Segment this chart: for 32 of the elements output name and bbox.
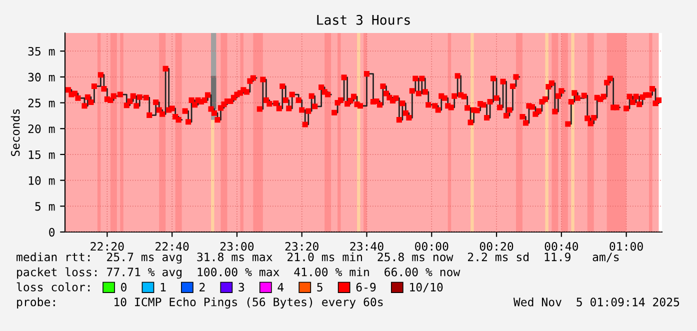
x-tick-label: 00:40 [544, 242, 578, 251]
x-tick-label: 23:00 [220, 242, 254, 251]
y-tick-label: 25 m [28, 98, 55, 108]
y-tick-label: 20 m [28, 124, 55, 134]
y-tick-label: 10 m [28, 176, 55, 185]
text: probe: 10 ICMP Echo Pings (56 Bytes) every 60s [17, 297, 383, 309]
text: packet loss: 77.71 % avg 100.00 % max 41.00 % min 66.00 % now [17, 267, 460, 279]
legend-label: 2 [200, 282, 205, 292]
text: median rtt: 25.7 ms avg 31.8 ms max 21.0 ms min 25.8 ms now 2.2 ms sd 11.9 am/s [16, 252, 619, 264]
y-tick-label: 5 m [35, 202, 55, 211]
x-tick-label: 23:20 [285, 242, 318, 251]
x-tick-label: 01:00 [610, 242, 643, 251]
y-tick-label: 35 m [28, 46, 55, 56]
legend-title: loss color: [16, 282, 90, 292]
x-tick-label: 00:00 [415, 242, 448, 251]
legend-label: 1 [160, 282, 166, 292]
y-tick-label: 0 [49, 228, 55, 237]
legend-label: 6-9 [356, 282, 376, 292]
y-tick-label: 15 m [28, 150, 55, 160]
legend-label: 10/10 [410, 282, 443, 292]
legend-label: 4 [278, 282, 284, 292]
x-tick-label: 22:20 [90, 242, 124, 251]
y-tick-label: 30 m [28, 72, 55, 82]
text: Wed Nov 5 01:09:14 2025 [513, 297, 680, 306]
x-tick-label: 00:20 [480, 242, 514, 251]
y-axis-title: Seconds [10, 109, 20, 156]
legend-label: 3 [238, 282, 244, 292]
legend-label: 5 [317, 282, 322, 292]
x-tick-label: 23:40 [350, 242, 384, 251]
legend-label: 0 [121, 282, 126, 292]
chart-title: Last 3 Hours [317, 14, 410, 25]
x-tick-label: 22:40 [156, 242, 189, 251]
